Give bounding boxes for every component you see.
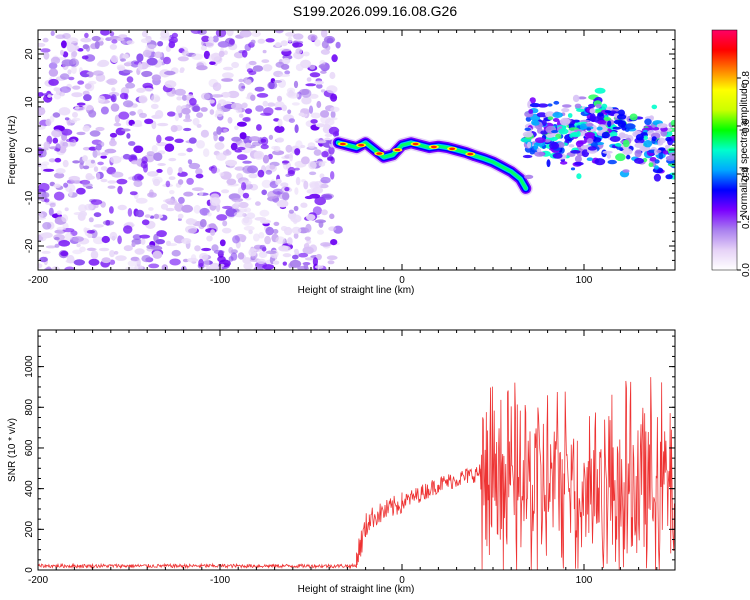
spectrogram-xtick-label: 0 (399, 275, 405, 286)
ridge-hotspot-core (467, 152, 474, 156)
figure-title: S199.2026.099.16.08.G26 (293, 3, 457, 19)
ridge-hotspot-core (339, 142, 346, 146)
spectrogram-ridge (331, 135, 533, 196)
colorbar-tick-label: 0.4 (741, 167, 750, 181)
ridge-hotspot-core (358, 143, 365, 147)
snr-ytick-label: 800 (24, 399, 35, 416)
colorbar-tick-label: 0.6 (741, 119, 750, 133)
snr-frame (37, 329, 676, 571)
spectrogram-xtick-label: 100 (576, 275, 593, 286)
ridge-hotspot-core (412, 142, 419, 146)
colorbar: 0.0 0.2 0.4 0.6 0.8 Normalized spectral ampl… (711, 29, 750, 277)
snr-xtick-label: 100 (576, 575, 593, 586)
ridge-hotspot-core (376, 152, 383, 155)
snr-ytick-label: 0 (24, 567, 35, 573)
spectrogram-ytick-label: -10 (24, 190, 35, 205)
ridge-hotspot-core (394, 148, 401, 152)
spectrogram-xtick-label: -100 (210, 275, 230, 286)
snr-ytick-label: 400 (24, 480, 35, 497)
snr-xlabel: Height of straight line (km) (298, 584, 415, 595)
snr-series-line (38, 377, 675, 570)
spectrogram-ytick-label: 0 (24, 147, 35, 153)
spectrogram-xtick-label: -200 (28, 275, 48, 286)
spectrogram-noise-blobs (38, 30, 343, 270)
snr-ytick-label: 1000 (24, 355, 35, 378)
snr-ytick-label: 200 (24, 521, 35, 538)
colorbar-label: Normalized spectral amplitude (739, 82, 750, 217)
spectrogram-xlabel: Height of straight line (km) (298, 285, 415, 296)
colorbar-ticks: 0.0 0.2 0.4 0.6 0.8 (737, 71, 750, 277)
snr-xtick-label: -100 (210, 575, 230, 586)
ridge-hotspot-core (449, 147, 456, 151)
ridge-hotspot-core (430, 145, 437, 149)
colorbar-gradient (711, 29, 738, 271)
colorbar-tick-label: 0.2 (741, 215, 750, 229)
spectrogram-ylabel: Frequency (Hz) (7, 116, 18, 185)
spectrogram-ytick-label: 20 (24, 48, 35, 60)
spectrogram-plot-area (38, 30, 675, 270)
spectrogram-ytick-label: -20 (24, 238, 35, 253)
snr-ylabel: SNR (10 * v/v) (7, 418, 18, 482)
snr-ytick-label: 600 (24, 439, 35, 456)
snr-xtick-label: 0 (399, 575, 405, 586)
colorbar-tick-label: 0.8 (741, 71, 750, 85)
snr-xtick-label: -200 (28, 575, 48, 586)
spectrogram-scatter-blobs (520, 87, 675, 182)
spectrogram-ytick-label: 10 (24, 96, 35, 108)
snr-plot-area (38, 377, 675, 570)
colorbar-tick-label: 0.0 (741, 263, 750, 277)
